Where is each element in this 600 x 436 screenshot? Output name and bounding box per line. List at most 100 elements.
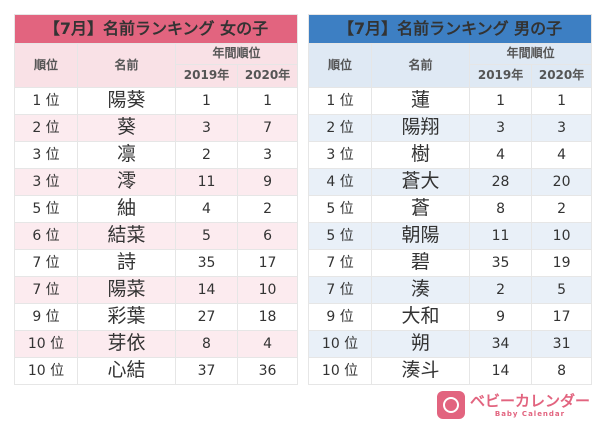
- rank-2019-cell: 3: [469, 114, 533, 142]
- rank-cell: 9 位: [308, 303, 373, 331]
- name-cell: 陽翔: [371, 114, 471, 142]
- name-cell: 澪: [77, 168, 176, 196]
- header-rank: 順位: [14, 43, 78, 88]
- header-2020: 2020年: [236, 64, 299, 88]
- rank-2020-cell: 18: [236, 303, 299, 331]
- table-row: 1 位陽葵 1 1: [14, 87, 299, 115]
- rank-2019-cell: 3: [175, 114, 238, 142]
- logo-subtext: Baby Calendar: [494, 409, 566, 418]
- header-name: 名前: [77, 43, 176, 88]
- rank-2020-cell: 1: [531, 87, 593, 115]
- baby-calendar-logo: ベビーカレンダー Baby Calendar: [436, 391, 590, 419]
- rank-2020-cell: 7: [236, 114, 299, 142]
- header-annual: 年間順位: [469, 43, 593, 65]
- rank-2020-cell: 6: [236, 222, 299, 250]
- rank-2019-cell: 4: [469, 141, 533, 169]
- name-cell: 蓮: [371, 87, 471, 115]
- rank-2020-cell: 8: [531, 357, 593, 385]
- rank-cell: 3 位: [14, 168, 78, 196]
- rank-cell: 7 位: [14, 249, 78, 277]
- rank-2019-cell: 1: [469, 87, 533, 115]
- header-2019: 2019年: [469, 64, 533, 88]
- name-cell: 陽菜: [77, 276, 176, 304]
- name-cell: 心結: [77, 357, 176, 385]
- header-2020: 2020年: [531, 64, 593, 88]
- table-title: 【7月】名前ランキング 女の子: [13, 14, 299, 44]
- table-row: 7 位詩 35 17: [14, 249, 299, 277]
- table-row: 4 位蒼大 28 20: [308, 168, 593, 196]
- rank-2019-cell: 37: [175, 357, 238, 385]
- rank-2019-cell: 27: [175, 303, 238, 331]
- table-row: 9 位大和 9 17: [308, 303, 593, 331]
- table-row: 7 位碧 35 19: [308, 249, 593, 277]
- rank-2020-cell: 17: [236, 249, 299, 277]
- rank-cell: 10 位: [308, 330, 373, 358]
- rank-2019-cell: 35: [469, 249, 533, 277]
- rank-2020-cell: 4: [236, 330, 299, 358]
- rank-cell: 7 位: [14, 276, 78, 304]
- rank-2019-cell: 14: [469, 357, 533, 385]
- rank-cell: 1 位: [14, 87, 78, 115]
- name-cell: 芽依: [77, 330, 176, 358]
- rank-2019-cell: 1: [175, 87, 238, 115]
- name-cell: 蒼: [371, 195, 471, 223]
- rank-cell: 3 位: [14, 141, 78, 169]
- rank-2019-cell: 5: [175, 222, 238, 250]
- baby-calendar-icon: [436, 391, 465, 419]
- rank-2020-cell: 10: [531, 222, 593, 250]
- name-cell: 朝陽: [371, 222, 471, 250]
- rank-2019-cell: 11: [175, 168, 238, 196]
- boys-ranking-table: 【7月】名前ランキング 男の子 順位 名前 年間順位 2019年 2020年 1 位蓮…: [308, 14, 593, 385]
- rank-2019-cell: 14: [175, 276, 238, 304]
- name-cell: 陽葵: [77, 87, 176, 115]
- name-cell: 湊斗: [371, 357, 471, 385]
- tables-row: 【7月】名前ランキング 女の子 順位 名前 年間順位 2019年 2020年 1 位陽…: [13, 14, 593, 385]
- rank-2020-cell: 10: [236, 276, 299, 304]
- header-annual: 年間順位: [174, 43, 299, 65]
- table-row: 3 位澪 11 9: [14, 168, 299, 196]
- rank-2020-cell: 5: [531, 276, 593, 304]
- rank-cell: 5 位: [308, 195, 373, 223]
- rank-2019-cell: 28: [469, 168, 533, 196]
- name-cell: 大和: [371, 303, 471, 331]
- rank-2020-cell: 20: [531, 168, 593, 196]
- table-row: 10 位芽依 8 4: [14, 330, 299, 358]
- rank-2019-cell: 35: [175, 249, 238, 277]
- name-cell: 結菜: [77, 222, 176, 250]
- rank-2020-cell: 3: [236, 141, 299, 169]
- rank-2019-cell: 8: [175, 330, 238, 358]
- rank-2020-cell: 3: [531, 114, 593, 142]
- logo-text: ベビーカレンダー: [469, 391, 590, 410]
- table-row: 10 位湊斗 14 8: [308, 357, 593, 385]
- rank-2019-cell: 4: [175, 195, 238, 223]
- rank-cell: 7 位: [308, 249, 373, 277]
- rank-2019-cell: 11: [469, 222, 533, 250]
- rank-2020-cell: 1: [236, 87, 299, 115]
- rank-2020-cell: 17: [531, 303, 593, 331]
- rank-cell: 6 位: [14, 222, 78, 250]
- name-cell: 詩: [77, 249, 176, 277]
- name-cell: 樹: [371, 141, 471, 169]
- table-row: 10 位心結 37 36: [14, 357, 299, 385]
- name-cell: 湊: [371, 276, 471, 304]
- rank-cell: 10 位: [14, 330, 78, 358]
- name-cell: 凛: [77, 141, 176, 169]
- header-2019: 2019年: [175, 64, 238, 88]
- table-row: 7 位陽菜 14 10: [14, 276, 299, 304]
- rank-cell: 4 位: [308, 168, 373, 196]
- rank-2019-cell: 8: [469, 195, 533, 223]
- rank-2020-cell: 31: [531, 330, 593, 358]
- rank-cell: 5 位: [14, 195, 78, 223]
- rank-2020-cell: 2: [531, 195, 593, 223]
- rank-cell: 2 位: [14, 114, 78, 142]
- rank-cell: 3 位: [308, 141, 373, 169]
- rank-cell: 10 位: [308, 357, 373, 385]
- rank-2019-cell: 2: [175, 141, 238, 169]
- table-row: 6 位結菜 5 6: [14, 222, 299, 250]
- name-cell: 紬: [77, 195, 176, 223]
- rank-2019-cell: 9: [469, 303, 533, 331]
